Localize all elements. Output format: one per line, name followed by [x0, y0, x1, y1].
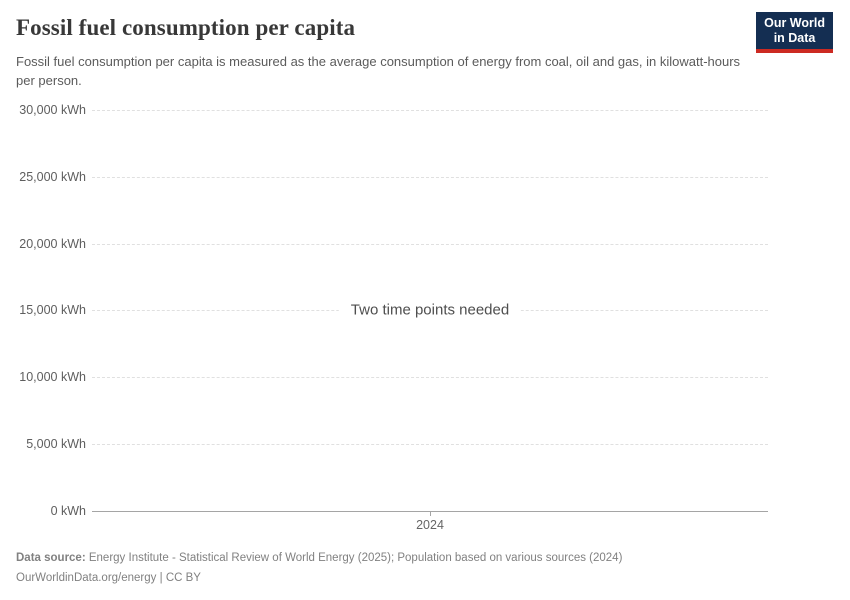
- y-axis-tick-label: 10,000 kWh: [19, 370, 86, 384]
- y-axis-tick-label: 30,000 kWh: [19, 103, 86, 117]
- attribution-line: OurWorldinData.org/energy | CC BY: [16, 568, 622, 588]
- chart-footer: Data source: Energy Institute - Statisti…: [16, 548, 622, 588]
- data-source-label: Data source:: [16, 552, 86, 564]
- data-source-line: Data source: Energy Institute - Statisti…: [16, 548, 622, 568]
- footer-separator: |: [156, 572, 166, 584]
- gridline: [92, 176, 768, 178]
- gridline: [92, 443, 768, 445]
- y-axis-tick-label: 20,000 kWh: [19, 237, 86, 251]
- y-axis-tick-label: 25,000 kWh: [19, 170, 86, 184]
- page-title: Fossil fuel consumption per capita: [16, 15, 356, 40]
- owid-logo-line2: in Data: [773, 31, 816, 45]
- y-axis-tick-label: 0 kWh: [50, 504, 86, 518]
- license-link[interactable]: CC BY: [165, 572, 201, 584]
- gridline: [92, 109, 768, 111]
- owid-logo-line1: Our World: [764, 16, 825, 30]
- owid-url-link[interactable]: OurWorldinData.org/energy: [16, 572, 157, 584]
- empty-state-message: Two time points needed: [338, 299, 522, 321]
- x-axis-tick-label: 2024: [416, 518, 444, 532]
- gridline: [92, 376, 768, 378]
- owid-logo[interactable]: Our World in Data: [756, 12, 833, 53]
- y-axis-tick-label: 5,000 kWh: [26, 437, 86, 451]
- x-axis-tick-mark: [430, 511, 431, 516]
- y-axis-tick-label: 15,000 kWh: [19, 303, 86, 317]
- gridline: [92, 243, 768, 245]
- data-source-text: Energy Institute - Statistical Review of…: [85, 552, 623, 564]
- chart-subtitle: Fossil fuel consumption per capita is me…: [16, 54, 741, 88]
